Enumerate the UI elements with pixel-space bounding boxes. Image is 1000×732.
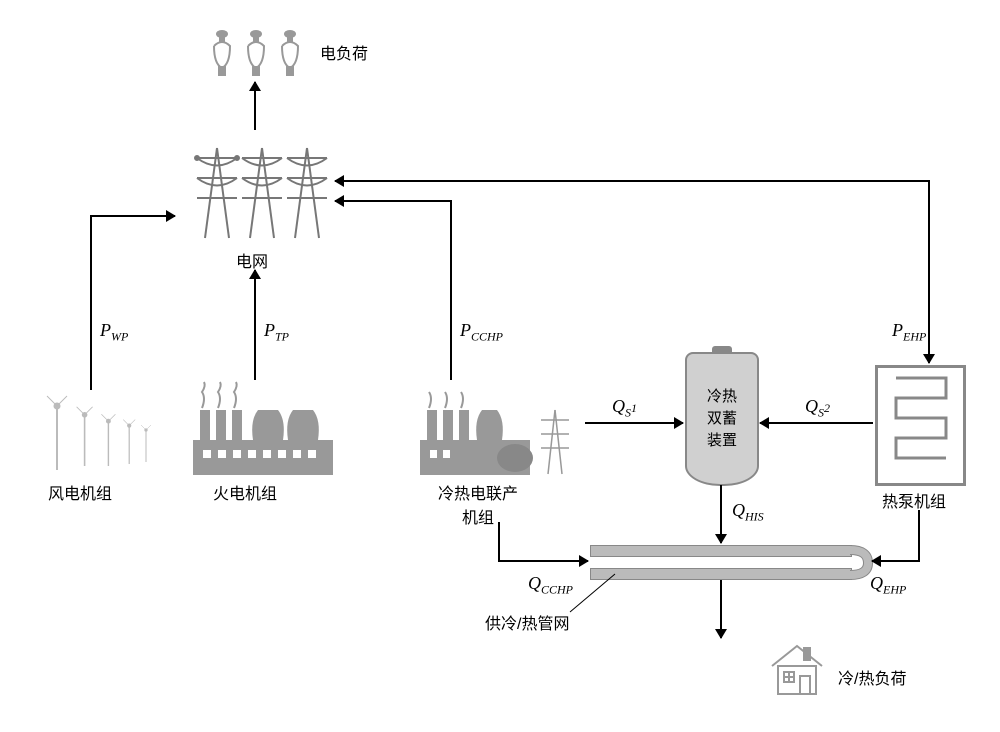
var-qs1: QS1 xyxy=(612,396,637,421)
var-pehp: PEHP xyxy=(892,320,926,345)
line-thermal-to-grid xyxy=(254,270,256,380)
house-label: 冷/热负荷 xyxy=(838,665,906,689)
var-qhis: QHIS xyxy=(732,500,764,525)
arrow-into-grid-right xyxy=(335,180,338,182)
var-qehp: QEHP xyxy=(870,573,906,598)
line-hp-to-pipe xyxy=(872,560,920,562)
line-wind-up xyxy=(90,215,92,390)
line-hp-down xyxy=(918,510,920,560)
line-pipe-to-house xyxy=(720,580,722,638)
cchp-label: 冷热电联产机组 xyxy=(438,480,518,528)
var-ptp: PTP xyxy=(264,320,289,345)
heatpump-coil-icon xyxy=(881,368,960,477)
tank-text: 冷热双蓄装置 xyxy=(707,386,737,452)
wind-node xyxy=(40,390,170,480)
wind-label: 风电机组 xyxy=(48,480,112,504)
cchp-node xyxy=(415,380,585,485)
var-qs2: QS2 xyxy=(805,396,830,421)
wind-turbine-icon xyxy=(40,390,170,475)
heatpump-node xyxy=(875,365,966,486)
electric-load-label: 电负荷 xyxy=(320,40,368,64)
line-wind-to-grid xyxy=(90,215,175,217)
grid-tower-icon xyxy=(175,128,335,243)
line-grid-to-hp xyxy=(928,180,930,363)
heatpump-icon xyxy=(875,365,966,486)
pipe-bottom xyxy=(590,568,852,580)
var-pwp: PWP xyxy=(100,320,128,345)
house-node xyxy=(762,638,832,703)
house-icon xyxy=(762,638,832,698)
arrow-grid-to-load xyxy=(254,82,256,130)
bulb-icon xyxy=(200,26,310,81)
grid-node xyxy=(175,128,335,248)
heatpump-label: 热泵机组 xyxy=(882,488,946,512)
thermal-plant-icon xyxy=(188,380,338,480)
diagram-canvas: 电负荷 xyxy=(20,20,980,712)
electric-load-node xyxy=(200,26,310,86)
line-cchp-to-tank xyxy=(585,422,683,424)
var-qcchp: QCCHP xyxy=(528,573,573,598)
line-grid-top-h xyxy=(335,180,930,182)
pipe-top xyxy=(590,545,852,557)
storage-tank-node: 冷热双蓄装置 xyxy=(685,352,759,486)
thermal-label: 火电机组 xyxy=(213,480,277,504)
tank-icon: 冷热双蓄装置 xyxy=(685,352,759,486)
var-pcchp: PCCHP xyxy=(460,320,503,345)
line-tank-to-pipe xyxy=(720,485,722,543)
line-cchp-to-pipe xyxy=(498,560,588,562)
line-cchp-down xyxy=(498,522,500,560)
pipe-label: 供冷/热管网 xyxy=(485,610,569,634)
cchp-plant-icon xyxy=(415,380,585,480)
line-cchp-up xyxy=(450,200,452,380)
thermal-node xyxy=(188,380,338,485)
line-cchp-to-grid xyxy=(335,200,452,202)
line-hp-to-tank xyxy=(760,422,873,424)
